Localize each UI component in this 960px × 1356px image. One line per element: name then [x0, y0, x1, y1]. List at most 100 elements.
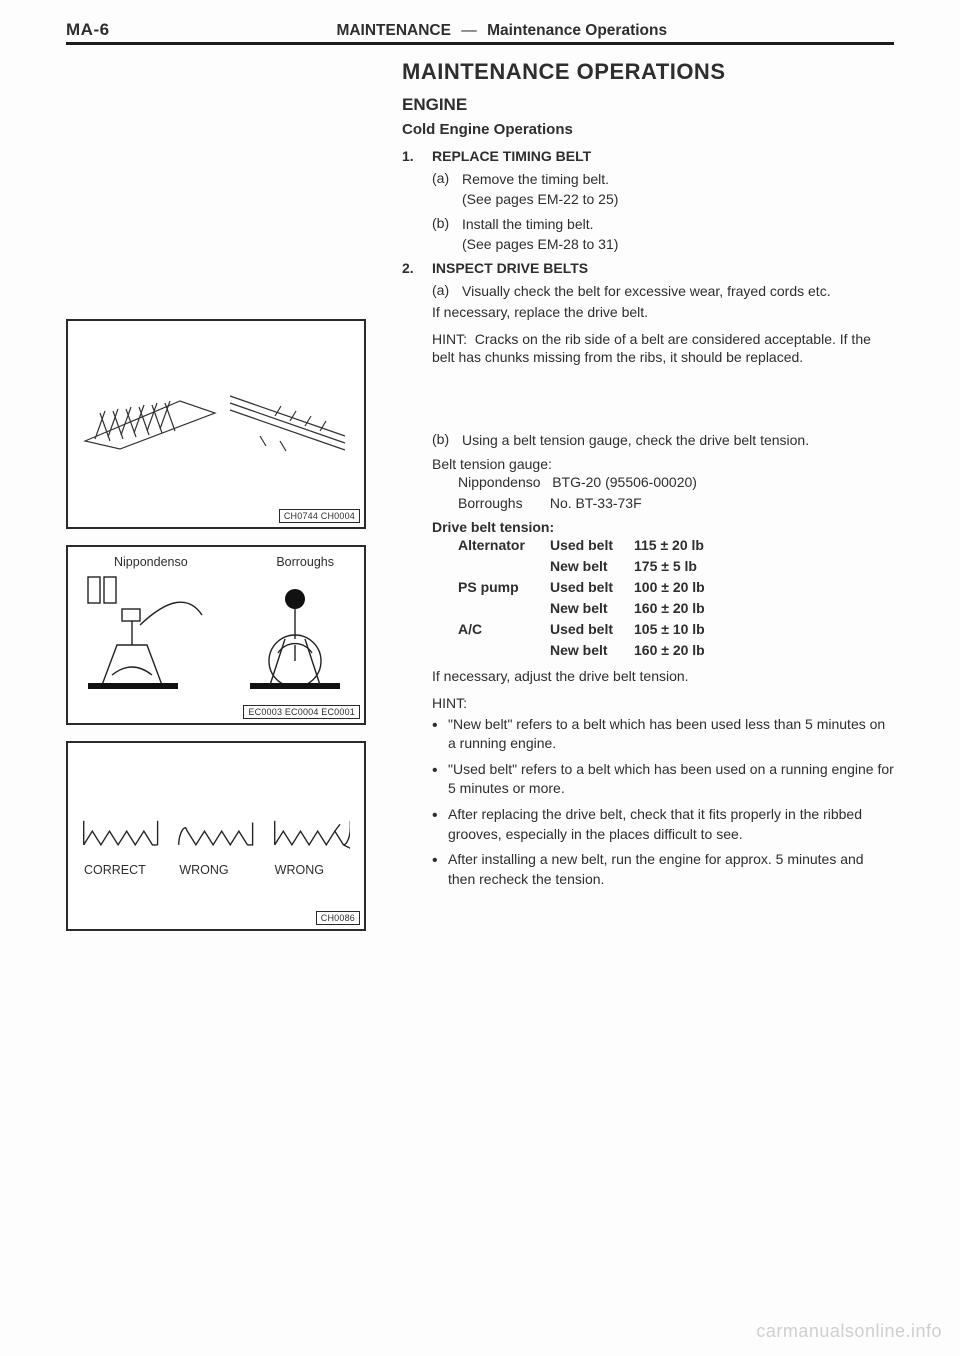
cell: 175 ± 5 lb — [634, 556, 894, 577]
belt-fit-captions: CORRECT WRONG WRONG — [82, 863, 350, 877]
alpha-label: (a) — [432, 282, 462, 301]
hint-1: HINT: Cracks on the rib side of a belt a… — [432, 330, 894, 368]
header-dash: — — [461, 22, 477, 39]
tension-table: AlternatorUsed belt115 ± 20 lb New belt1… — [458, 535, 894, 661]
step-1-a: (a) Remove the timing belt. — [432, 170, 894, 189]
step-2: 2. INSPECT DRIVE BELTS — [402, 260, 894, 276]
step-2-a: (a) Visually check the belt for excessiv… — [432, 282, 894, 301]
cell — [458, 556, 550, 577]
if-necessary-adjust: If necessary, adjust the drive belt tens… — [432, 667, 894, 686]
alpha-text: Using a belt tension gauge, check the dr… — [462, 431, 894, 450]
tension-label: Drive belt tension: — [432, 519, 894, 535]
table-row: New belt160 ± 20 lb — [458, 640, 894, 661]
belt-ribs-illustration — [80, 391, 220, 451]
page-title: MAINTENANCE OPERATIONS — [402, 59, 894, 85]
cell: New belt — [550, 640, 634, 661]
alpha-label: (b) — [432, 431, 462, 450]
cell: New belt — [550, 556, 634, 577]
figure-code: CH0744 CH0004 — [279, 509, 360, 523]
figure-belt-wear: CH0744 CH0004 — [66, 319, 366, 529]
gauge-name: Nippondenso — [458, 474, 541, 490]
cell: 160 ± 20 lb — [634, 598, 894, 619]
step-number: 2. — [402, 260, 432, 276]
step-title: INSPECT DRIVE BELTS — [432, 260, 588, 276]
gauge-model: No. BT-33-73F — [550, 495, 642, 511]
step-1-a-see: (See pages EM-22 to 25) — [462, 191, 894, 207]
spacer — [402, 375, 894, 431]
cell: 105 ± 10 lb — [634, 619, 894, 640]
cell: PS pump — [458, 577, 550, 598]
cold-ops-heading: Cold Engine Operations — [402, 121, 894, 138]
belt-frayed-illustration — [220, 381, 350, 461]
step-number: 1. — [402, 148, 432, 164]
running-header: MAINTENANCE — Maintenance Operations — [110, 22, 894, 40]
gauge-row: Nippondenso BTG-20 (95506-00020) — [458, 472, 894, 492]
alpha-label: (a) — [432, 170, 462, 189]
table-row: New belt160 ± 20 lb — [458, 598, 894, 619]
list-item: "Used belt" refers to a belt which has b… — [432, 760, 894, 799]
figure-tension-gauges: Nippondenso Borroughs — [66, 545, 366, 725]
cell: Used belt — [550, 619, 634, 640]
list-item: "New belt" refers to a belt which has be… — [432, 715, 894, 754]
hint-text: Cracks on the rib side of a belt are con… — [432, 331, 871, 366]
gauge-label: Belt tension gauge: — [432, 456, 894, 472]
table-row: PS pumpUsed belt100 ± 20 lb — [458, 577, 894, 598]
hint-label: HINT: — [432, 331, 467, 347]
page-header: MA-6 MAINTENANCE — Maintenance Operation… — [66, 20, 894, 45]
cell — [458, 598, 550, 619]
step-1: 1. REPLACE TIMING BELT — [402, 148, 894, 164]
caption-correct: CORRECT — [82, 863, 159, 877]
step-1-b: (b) Install the timing belt. — [432, 215, 894, 234]
hint-bullets: "New belt" refers to a belt which has be… — [432, 715, 894, 890]
figure-code: CH0086 — [316, 911, 360, 925]
engine-heading: ENGINE — [402, 95, 894, 115]
cell: A/C — [458, 619, 550, 640]
gauge-list: Nippondenso BTG-20 (95506-00020) Borroug… — [458, 472, 894, 513]
figure-code: EC0003 EC0004 EC0001 — [243, 705, 360, 719]
content-columns: CH0744 CH0004 Nippondenso Borroughs — [66, 59, 894, 947]
page: MA-6 MAINTENANCE — Maintenance Operation… — [0, 0, 960, 1356]
if-necessary-replace: If necessary, replace the drive belt. — [432, 303, 894, 322]
list-item: After replacing the drive belt, check th… — [432, 805, 894, 844]
gauge-label-nippondenso: Nippondenso — [114, 555, 188, 569]
belt-fit-wrong-2 — [273, 813, 350, 851]
gauge-borroughs-illustration — [240, 575, 350, 695]
gauge-nippondenso-illustration — [82, 575, 232, 695]
cell: Used belt — [550, 535, 634, 556]
hint-2-label: HINT: — [432, 694, 894, 713]
alpha-text: Visually check the belt for excessive we… — [462, 282, 894, 301]
caption-wrong-2: WRONG — [273, 863, 350, 877]
cell: 115 ± 20 lb — [634, 535, 894, 556]
cell — [458, 640, 550, 661]
figures-column: CH0744 CH0004 Nippondenso Borroughs — [66, 59, 386, 947]
belt-fit-row — [82, 813, 350, 851]
step-1-b-see: (See pages EM-28 to 31) — [462, 236, 894, 252]
alpha-text: Remove the timing belt. — [462, 170, 894, 189]
step-2-b: (b) Using a belt tension gauge, check th… — [432, 431, 894, 450]
cell: Used belt — [550, 577, 634, 598]
list-item: After installing a new belt, run the eng… — [432, 850, 894, 889]
cell: Alternator — [458, 535, 550, 556]
gauge-row: Borroughs No. BT-33-73F — [458, 493, 894, 513]
header-section: MAINTENANCE — [336, 22, 451, 39]
belt-fit-correct — [82, 813, 159, 851]
figure-belt-fit: CORRECT WRONG WRONG CH0086 — [66, 741, 366, 931]
cell: 160 ± 20 lb — [634, 640, 894, 661]
gauge-label-borroughs: Borroughs — [276, 555, 334, 569]
table-row: AlternatorUsed belt115 ± 20 lb — [458, 535, 894, 556]
caption-wrong-1: WRONG — [177, 863, 254, 877]
text-column: MAINTENANCE OPERATIONS ENGINE Cold Engin… — [386, 59, 894, 947]
cell: New belt — [550, 598, 634, 619]
step-title: REPLACE TIMING BELT — [432, 148, 591, 164]
table-row: New belt175 ± 5 lb — [458, 556, 894, 577]
watermark: carmanualsonline.info — [756, 1321, 942, 1342]
gauge-name: Borroughs — [458, 495, 523, 511]
gauge-model: BTG-20 (95506-00020) — [552, 474, 697, 490]
cell: 100 ± 20 lb — [634, 577, 894, 598]
table-row: A/CUsed belt105 ± 10 lb — [458, 619, 894, 640]
page-number: MA-6 — [66, 20, 110, 40]
header-subsection: Maintenance Operations — [487, 22, 667, 39]
belt-fit-wrong-1 — [177, 813, 254, 851]
alpha-label: (b) — [432, 215, 462, 234]
alpha-text: Install the timing belt. — [462, 215, 894, 234]
